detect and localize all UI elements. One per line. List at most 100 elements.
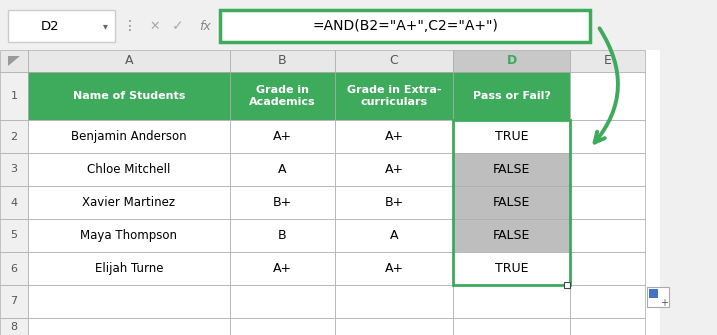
Bar	[0, 72, 28, 120]
Bar	[230, 72, 335, 120]
Text: 3: 3	[11, 164, 17, 175]
Bar	[564, 282, 570, 288]
Text: TRUE: TRUE	[495, 130, 528, 143]
Bar	[335, 186, 453, 219]
Bar	[649, 289, 658, 298]
Bar	[230, 120, 335, 153]
Bar	[335, 219, 453, 252]
Text: ▾: ▾	[103, 21, 108, 31]
FancyArrowPatch shape	[594, 28, 618, 143]
Text: A: A	[278, 163, 287, 176]
Bar	[570, 186, 645, 219]
Bar	[230, 186, 335, 219]
Text: 2: 2	[11, 132, 17, 141]
Text: B+: B+	[273, 196, 292, 209]
Bar	[28, 153, 230, 186]
Bar	[335, 252, 453, 285]
Text: B+: B+	[384, 196, 404, 209]
Bar	[0, 0, 717, 50]
Bar	[230, 219, 335, 252]
Bar	[0, 186, 28, 219]
Text: Xavier Martinez: Xavier Martinez	[82, 196, 176, 209]
Bar	[570, 153, 645, 186]
Text: C: C	[389, 55, 399, 67]
Bar	[28, 219, 230, 252]
Text: A: A	[125, 55, 133, 67]
Text: A+: A+	[273, 130, 292, 143]
Text: E: E	[604, 55, 612, 67]
Bar	[28, 50, 230, 72]
Text: A+: A+	[384, 130, 404, 143]
Text: Pass or Fail?: Pass or Fail?	[473, 91, 551, 101]
Text: A+: A+	[384, 163, 404, 176]
Bar	[230, 318, 335, 335]
Text: TRUE: TRUE	[495, 262, 528, 275]
Bar	[8, 10, 115, 42]
Text: 5: 5	[11, 230, 17, 241]
Bar	[570, 318, 645, 335]
Bar	[0, 219, 28, 252]
Text: 6: 6	[11, 264, 17, 273]
Text: Elijah Turne: Elijah Turne	[95, 262, 163, 275]
Bar	[335, 285, 453, 318]
Bar	[28, 285, 230, 318]
Bar	[453, 186, 570, 219]
Bar	[570, 285, 645, 318]
Text: A: A	[390, 229, 398, 242]
Text: Grade in
Academics: Grade in Academics	[250, 85, 315, 107]
Text: Chloe Mitchell: Chloe Mitchell	[87, 163, 171, 176]
Bar	[0, 50, 28, 72]
Bar	[453, 120, 570, 285]
Bar	[335, 120, 453, 153]
Text: Grade in Extra-
curriculars: Grade in Extra- curriculars	[347, 85, 441, 107]
Text: Name of Students: Name of Students	[73, 91, 185, 101]
Text: B: B	[278, 55, 287, 67]
Text: 4: 4	[11, 198, 17, 207]
Bar	[220, 10, 590, 42]
Bar	[335, 72, 453, 120]
Bar	[28, 120, 230, 153]
Text: 8: 8	[11, 322, 17, 332]
Text: FALSE: FALSE	[493, 196, 530, 209]
Bar	[28, 72, 230, 120]
Bar	[0, 318, 28, 335]
Text: Maya Thompson: Maya Thompson	[80, 229, 178, 242]
Text: D2: D2	[41, 19, 60, 32]
Bar	[453, 219, 570, 252]
Bar	[453, 72, 570, 120]
Bar	[453, 120, 570, 153]
Bar	[453, 318, 570, 335]
Bar	[453, 285, 570, 318]
Bar	[647, 287, 669, 307]
Bar	[570, 219, 645, 252]
Text: ⋮: ⋮	[123, 19, 137, 33]
Bar	[570, 50, 645, 72]
Polygon shape	[8, 56, 20, 66]
Text: 1: 1	[11, 91, 17, 101]
Bar	[230, 50, 335, 72]
Bar	[28, 252, 230, 285]
Bar	[453, 153, 570, 186]
Bar	[230, 252, 335, 285]
Bar	[0, 50, 660, 335]
Bar	[0, 120, 28, 153]
Text: D: D	[506, 55, 517, 67]
Bar	[230, 153, 335, 186]
Bar	[335, 50, 453, 72]
Text: ✓: ✓	[172, 19, 184, 33]
Bar	[453, 252, 570, 285]
Bar	[28, 318, 230, 335]
Text: fx: fx	[199, 19, 211, 32]
Bar	[230, 285, 335, 318]
Bar	[28, 186, 230, 219]
Text: FALSE: FALSE	[493, 229, 530, 242]
Bar	[335, 153, 453, 186]
Text: ✕: ✕	[150, 19, 161, 32]
Text: 7: 7	[11, 296, 17, 307]
Text: =AND(B2="A+",C2="A+"): =AND(B2="A+",C2="A+")	[312, 19, 498, 33]
Text: A+: A+	[273, 262, 292, 275]
Bar	[0, 153, 28, 186]
Bar	[570, 252, 645, 285]
Bar	[0, 285, 28, 318]
Text: A+: A+	[384, 262, 404, 275]
